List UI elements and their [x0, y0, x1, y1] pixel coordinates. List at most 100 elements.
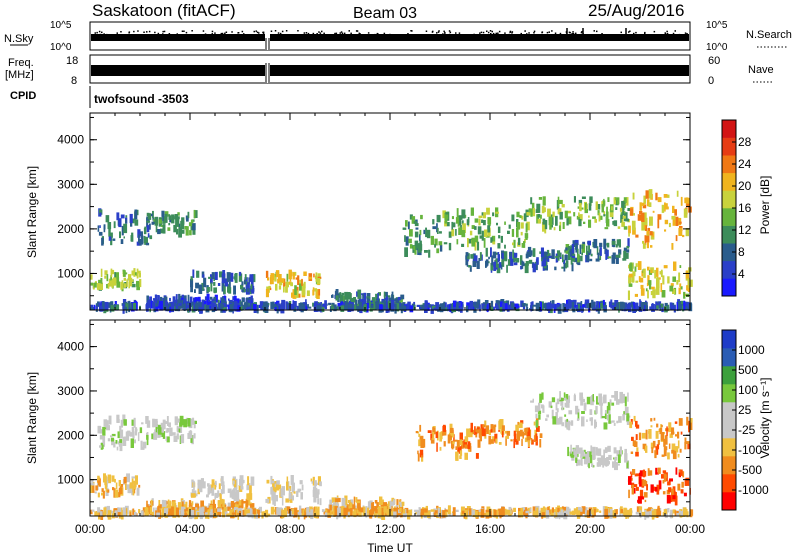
data-cell [436, 442, 438, 452]
nsky-point [241, 30, 244, 33]
y-tick-label: 4000 [57, 133, 84, 147]
data-cell [114, 510, 118, 518]
data-cell [634, 266, 637, 272]
data-cell [215, 508, 218, 513]
data-cell [276, 304, 279, 314]
data-cell [353, 304, 357, 311]
data-cell [607, 402, 611, 411]
data-cell [611, 510, 616, 518]
data-cell [652, 210, 655, 213]
data-cell [509, 258, 514, 266]
data-cell [451, 229, 455, 237]
data-cell [454, 439, 458, 442]
data-cell [267, 513, 271, 517]
nsky-point [98, 30, 101, 33]
nsky-point [410, 30, 412, 32]
data-cell [317, 276, 322, 279]
data-cell [358, 511, 362, 517]
data-cell [138, 234, 140, 243]
data-cell [390, 500, 394, 507]
data-cell [335, 295, 339, 301]
data-cell [647, 227, 651, 232]
data-cell [428, 249, 431, 258]
data-cell [199, 482, 202, 489]
data-cell [347, 500, 351, 504]
data-cell [671, 488, 674, 495]
data-cell [465, 252, 469, 257]
data-cell [533, 510, 537, 517]
data-cell [187, 211, 190, 219]
data-cell [600, 302, 603, 309]
data-cell [329, 504, 332, 511]
data-cell [579, 511, 583, 516]
nsky-point [641, 34, 644, 37]
data-cell [98, 209, 103, 215]
data-cell [626, 413, 630, 422]
nsky-point [509, 31, 511, 33]
data-cell [563, 397, 567, 401]
data-cell [567, 216, 572, 225]
data-cell [638, 432, 642, 441]
data-cell [651, 447, 654, 454]
nsky-point [377, 33, 379, 35]
data-cell [116, 446, 119, 451]
data-cell [537, 214, 541, 218]
nsky-point [640, 35, 642, 37]
nsky-point [580, 31, 583, 34]
data-cell [272, 509, 276, 513]
data-cell [366, 297, 369, 303]
data-cell [400, 511, 403, 518]
data-cell [107, 438, 111, 442]
data-cell [483, 238, 486, 248]
data-cell [218, 302, 222, 309]
data-cell [90, 282, 94, 286]
data-cell [581, 411, 585, 414]
data-cell [495, 252, 499, 255]
data-cell [464, 452, 468, 460]
data-cell [346, 512, 350, 515]
data-cell [452, 300, 457, 308]
data-cell [685, 302, 689, 308]
data-cell [247, 510, 251, 517]
data-cell [595, 258, 600, 262]
data-cell [166, 436, 170, 443]
data-cell [297, 512, 301, 515]
data-cell [140, 231, 143, 237]
data-cell [477, 439, 481, 448]
data-cell [526, 212, 531, 216]
data-cell [506, 264, 508, 273]
data-cell [178, 428, 181, 433]
nsky-point [629, 30, 631, 32]
nsky-point [670, 34, 673, 36]
data-cell [548, 255, 552, 258]
data-cell [276, 480, 280, 485]
nsky-point [433, 34, 435, 37]
data-cell [430, 433, 433, 441]
data-cell [275, 495, 278, 502]
data-cell [470, 254, 474, 259]
data-cell [615, 509, 618, 515]
data-cell [204, 506, 207, 514]
data-cell [655, 467, 658, 475]
colorbar-swatch [722, 260, 736, 279]
data-cell [617, 463, 620, 466]
data-cell [452, 307, 457, 311]
power-ylabel: Slant Range [km] [25, 166, 39, 258]
colorbar-swatch [722, 243, 736, 262]
data-cell [490, 237, 493, 243]
y-tick-label: 1000 [57, 473, 84, 487]
data-cell [672, 276, 676, 282]
data-cell [363, 292, 367, 298]
data-cell [595, 447, 598, 456]
data-cell [154, 303, 158, 309]
data-cell [511, 214, 515, 222]
data-cell [201, 282, 204, 291]
nsky-point [644, 32, 646, 35]
data-cell [536, 214, 540, 224]
data-cell [638, 472, 642, 477]
nsky-tick-bottom: 10^0 [50, 42, 72, 53]
data-cell [500, 430, 502, 434]
data-cell [132, 485, 135, 496]
data-cell [678, 287, 681, 295]
data-cell [343, 507, 347, 516]
